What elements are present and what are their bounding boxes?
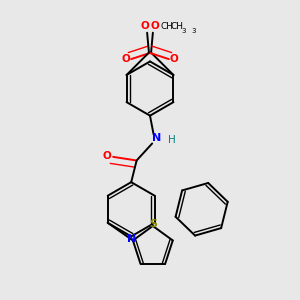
Text: S: S: [149, 219, 157, 229]
Text: O: O: [102, 151, 111, 161]
Text: 3: 3: [181, 28, 186, 34]
Text: O: O: [151, 21, 160, 31]
Text: CH: CH: [170, 22, 183, 31]
Text: O: O: [122, 54, 130, 64]
Text: N: N: [152, 133, 161, 143]
Text: 3: 3: [191, 28, 196, 34]
Text: H: H: [168, 135, 176, 145]
Text: O: O: [170, 54, 178, 64]
Text: CH: CH: [160, 22, 173, 31]
Text: O: O: [140, 21, 149, 31]
Text: N: N: [127, 234, 136, 244]
